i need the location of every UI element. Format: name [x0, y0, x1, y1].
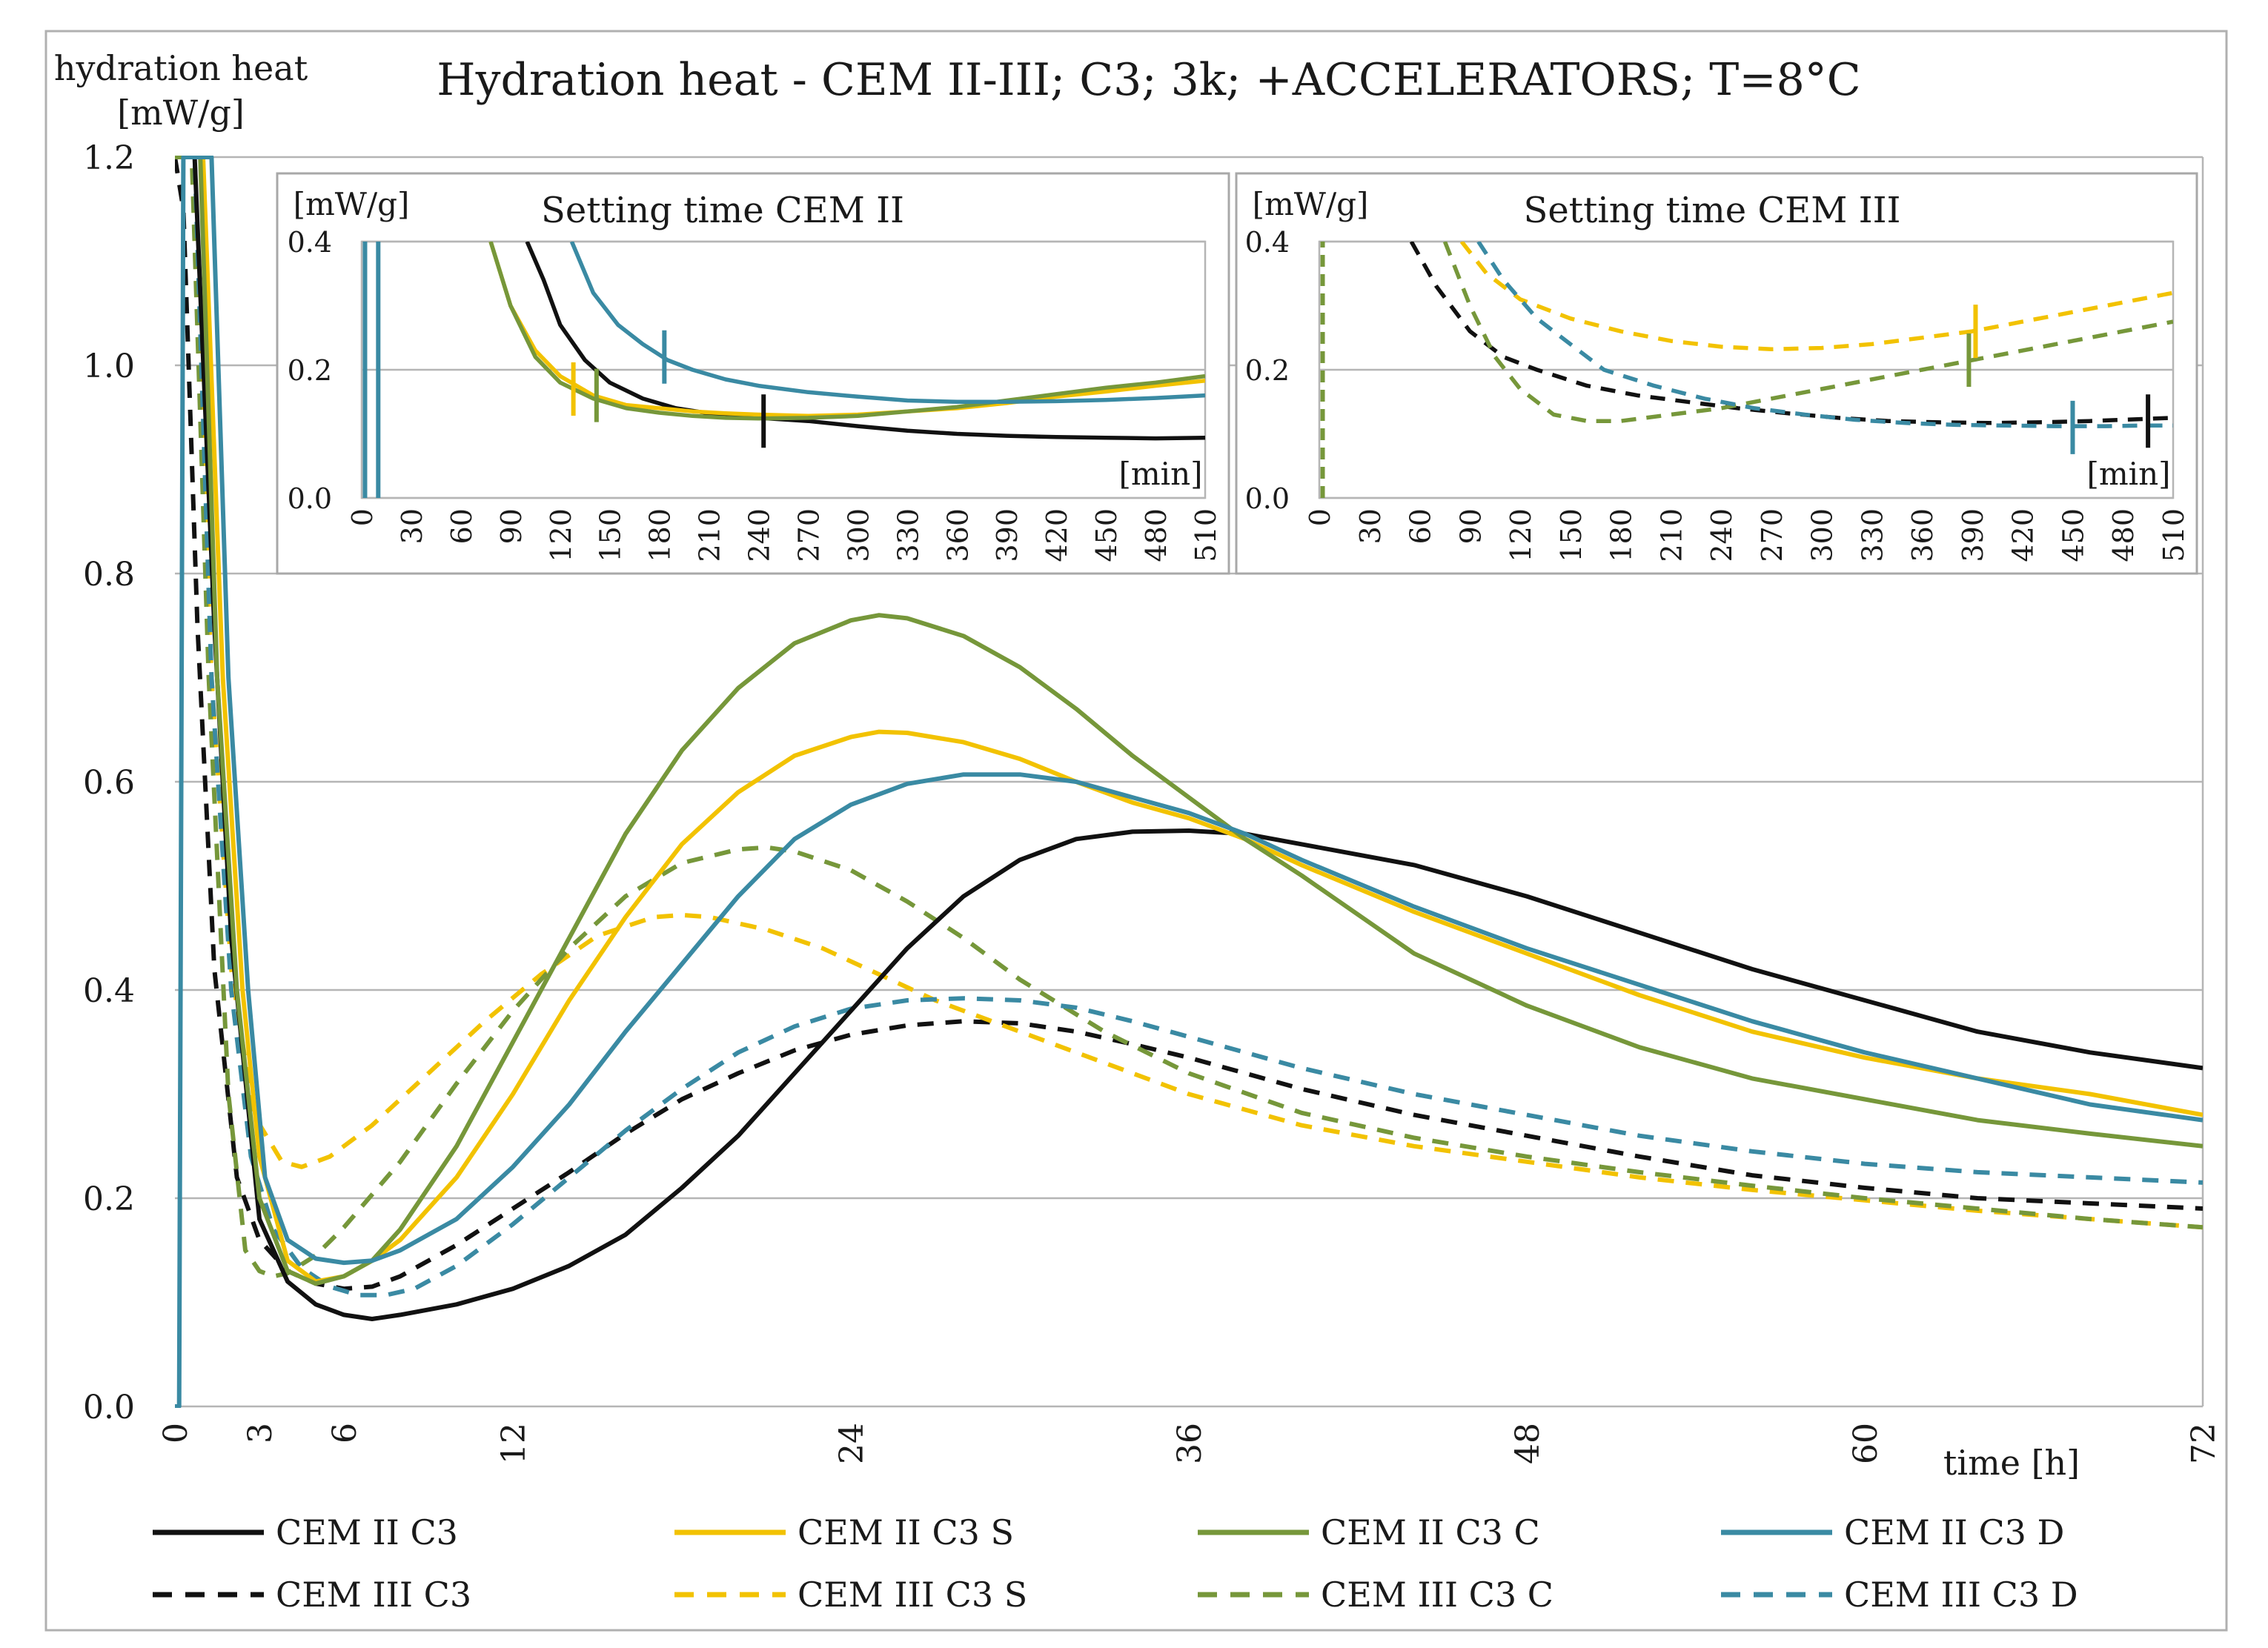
- main-y-tick-labels: 0.0 0.2 0.4 0.6 0.8 1.0 1.2: [83, 139, 135, 1426]
- inset-title: Setting time CEM III: [1524, 190, 1901, 231]
- inset-x-tick-label: 360: [941, 508, 974, 562]
- inset-x-tick-label: 240: [743, 508, 776, 562]
- inset-x-unit: [min]: [1118, 456, 1202, 492]
- main-x-tick-label: 60: [1847, 1423, 1885, 1464]
- series-line-cem-ii-c3-c: [175, 156, 2203, 1286]
- inset-frame: [276, 172, 1230, 575]
- main-x-tick-labels: 0 3 6 12 24 36 48 60 72: [157, 1423, 2223, 1464]
- inset-x-tick-label: 360: [1906, 508, 1939, 562]
- y-axis-unit: [mW/g]: [117, 93, 245, 133]
- main-y-tick-label: 0.8: [83, 556, 135, 594]
- legend: CEM II C3 CEM II C3 S CEM II C3 C CEM II C3…: [153, 1512, 2078, 1615]
- inset-y-unit: [mW/g]: [294, 186, 410, 222]
- inset-x-tick-label: 210: [1655, 508, 1688, 562]
- series-line-cem-ii-c3-d: [569, 242, 1205, 405]
- inset-x-tick-label: 270: [1756, 508, 1788, 562]
- inset-x-tick-label: 450: [2057, 508, 2089, 562]
- inset-x-unit: [min]: [2086, 456, 2170, 492]
- main-y-tick-label: 0.0: [83, 1389, 135, 1426]
- main-x-tick-label: 0: [157, 1423, 195, 1443]
- inset-x-tick-label: 480: [1140, 508, 1173, 562]
- inset-x-tick-label: 420: [2007, 508, 2040, 562]
- inset-x-tick-label: 180: [644, 508, 677, 562]
- legend-label-cem-iii-c3-d: CEM III C3 D: [1844, 1575, 2078, 1615]
- main-x-tick-label: 36: [1171, 1423, 1209, 1464]
- main-x-tick-label: 12: [495, 1423, 533, 1464]
- x-axis-label: time [h]: [1943, 1443, 2080, 1483]
- inset-x-tick-label: 120: [1505, 508, 1537, 562]
- inset-x-tick-label: 330: [892, 508, 924, 562]
- inset-y-tick-label: 0.4: [1245, 226, 1290, 259]
- inset-y-tick-label: 0.2: [288, 354, 332, 387]
- series-line-cem-ii-c3-d: [175, 156, 2203, 1408]
- main-y-tick-label: 0.6: [83, 764, 135, 802]
- main-y-tick-label: 0.4: [83, 972, 135, 1010]
- inset-setting-time-cem-iii: 0.0 0.2 0.4 0 30 60 90 120 150 180 210 240 270 300 330…: [1235, 172, 2198, 575]
- legend-label-cem-ii-c3-c: CEM II C3 C: [1321, 1512, 1540, 1552]
- chart-title: Hydration heat - CEM II-III; C3; 3k; +AC…: [437, 54, 1860, 106]
- inset-x-tick-label: 120: [545, 508, 577, 562]
- inset-x-tick-label: 90: [1454, 508, 1487, 544]
- inset-x-tick-label: 180: [1605, 508, 1638, 562]
- inset-x-tick-label: 60: [1405, 508, 1437, 544]
- inset-x-tick-label: 420: [1041, 508, 1073, 562]
- main-y-tick-label: 1.0: [83, 348, 135, 385]
- main-x-tick-label: 72: [2185, 1423, 2223, 1464]
- series-line-cem-iii-c3-d: [175, 156, 2203, 1298]
- main-series-lines: [175, 156, 2203, 1408]
- inset-x-tick-label: 300: [842, 508, 875, 562]
- inset-y-tick-label: 0.4: [288, 226, 332, 259]
- inset-x-tick-label: 210: [694, 508, 726, 562]
- inset-x-tick-label: 450: [1090, 508, 1123, 562]
- inset-frame: [1235, 172, 2198, 575]
- inset-x-tick-label: 0: [1304, 508, 1336, 526]
- inset-x-tick-label: 330: [1856, 508, 1889, 562]
- inset-y-tick-label: 0.2: [1245, 354, 1290, 387]
- legend-label-cem-iii-c3: CEM III C3: [276, 1575, 471, 1615]
- legend-label-cem-iii-c3-c: CEM III C3 C: [1321, 1575, 1554, 1615]
- inset-x-tick-label: 30: [396, 508, 428, 544]
- inset-title: Setting time CEM II: [541, 190, 904, 231]
- inset-x-tick-label: 390: [1957, 508, 1989, 562]
- inset-x-tick-label: 60: [445, 508, 478, 544]
- y-axis-label: hydration heat: [54, 48, 308, 88]
- inset-x-tick-label: 30: [1354, 508, 1387, 544]
- series-line-cem-ii-c3-c: [488, 242, 1205, 421]
- inset-x-tick-label: 480: [2107, 508, 2140, 562]
- series-line-cem-ii-c3: [175, 156, 2203, 1321]
- inset-x-tick-label: 510: [1190, 508, 1222, 562]
- inset-x-tick-label: 300: [1806, 508, 1839, 562]
- series-line-cem-iii-c3-c: [1442, 242, 2173, 423]
- main-x-tick-label: 24: [833, 1423, 871, 1464]
- series-line-cem-iii-c3-s: [1459, 242, 2173, 352]
- inset-y-unit: [mW/g]: [1253, 186, 1369, 222]
- inset-x-tick-label: 270: [792, 508, 825, 562]
- inset-setting-time-cem-ii: 0.0 0.2 0.4 0 30 60 90 120 150 180 210 240 270 300 330…: [276, 172, 1230, 575]
- legend-label-cem-iii-c3-s: CEM III C3 S: [798, 1575, 1027, 1615]
- series-line-cem-ii-c3-s: [488, 242, 1205, 419]
- main-x-tick-label: 3: [242, 1423, 279, 1443]
- legend-label-cem-ii-c3-d: CEM II C3 D: [1844, 1512, 2064, 1552]
- main-x-tick-label: 6: [326, 1423, 364, 1443]
- inset-x-tick-label: 150: [1555, 508, 1588, 562]
- inset-y-tick-label: 0.0: [1245, 482, 1290, 515]
- main-x-tick-label: 48: [1509, 1423, 1547, 1464]
- inset-x-tick-label: 0: [346, 508, 379, 526]
- inset-x-tick-label: 390: [991, 508, 1024, 562]
- main-y-tick-label: 0.2: [83, 1180, 135, 1218]
- inset-x-tick-label: 150: [594, 508, 627, 562]
- series-line-cem-ii-c3-s: [175, 156, 2203, 1284]
- legend-label-cem-ii-c3: CEM II C3: [276, 1512, 458, 1552]
- inset-x-tick-label: 240: [1705, 508, 1738, 562]
- series-line-cem-iii-c3-c: [175, 156, 2203, 1279]
- series-line-cem-iii-c3: [1409, 242, 2173, 425]
- inset-x-tick-label: 90: [495, 508, 528, 544]
- inset-x-tick-label: 510: [2158, 508, 2190, 562]
- legend-label-cem-ii-c3-s: CEM II C3 S: [798, 1512, 1014, 1552]
- main-y-tick-label: 1.2: [83, 139, 135, 177]
- inset-y-tick-label: 0.0: [288, 482, 332, 515]
